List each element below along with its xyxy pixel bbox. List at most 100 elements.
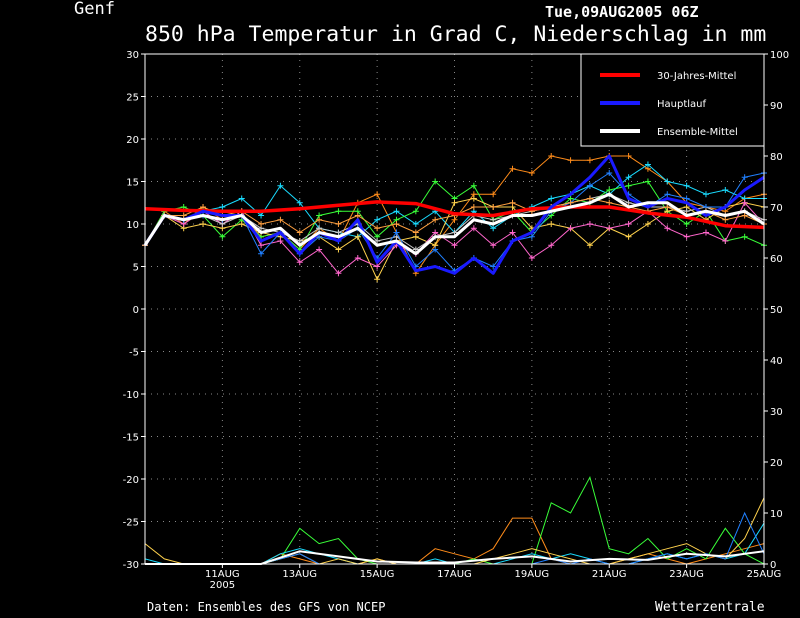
x-tick-sublabel: 2005	[210, 580, 235, 591]
member-point	[741, 212, 748, 219]
member-point	[432, 246, 439, 253]
member-point	[722, 187, 729, 193]
member-point	[490, 191, 497, 198]
member-point	[586, 195, 593, 202]
member-point	[548, 221, 555, 227]
member-point	[354, 255, 361, 261]
member-point	[412, 229, 419, 236]
member-point	[374, 263, 381, 270]
member-point	[335, 221, 342, 227]
member-point	[528, 255, 535, 261]
y-tick-label: 5	[133, 263, 139, 274]
member-point	[432, 216, 439, 223]
x-tick-label: 25AUG	[747, 569, 782, 580]
member-point	[625, 221, 632, 227]
y-tick-label: -15	[123, 433, 139, 444]
member-point	[393, 229, 400, 236]
y-tick-label: 10	[126, 220, 139, 231]
member-point	[490, 263, 497, 270]
y2-tick-label: 100	[770, 50, 789, 61]
member-point	[258, 250, 265, 257]
member-point	[180, 212, 187, 219]
member-point	[296, 199, 303, 206]
member-point	[470, 195, 477, 202]
left-axis-ticks: 30 25 20 15 10 5 0 -5 -10 -15 -20 -25 -30	[123, 50, 145, 571]
series-line-mean	[143, 192, 765, 256]
member-point	[258, 212, 265, 219]
y-tick-label: -30	[123, 560, 139, 571]
member-point	[586, 182, 593, 189]
member-point	[451, 199, 458, 206]
member-point	[606, 225, 613, 232]
member-point	[335, 246, 342, 253]
member-point	[702, 191, 709, 198]
brand-label: Wetterzentrale	[655, 600, 765, 615]
member-point	[451, 242, 458, 249]
y-tick-label: -20	[123, 475, 139, 486]
precipitation-lines	[144, 475, 765, 565]
member-point	[296, 259, 303, 266]
member-point	[722, 216, 729, 223]
x-tick-label: 13AUG	[282, 569, 317, 580]
x-tick-label: 23AUG	[669, 569, 704, 580]
legend-label: Hauptlauf	[657, 99, 706, 110]
y-tick-label: -5	[129, 348, 139, 359]
member-point	[374, 276, 381, 283]
member-point	[664, 191, 671, 198]
x-tick-label: 17AUG	[437, 569, 472, 580]
member-point	[586, 221, 593, 227]
member-point	[354, 212, 361, 219]
member-point	[470, 204, 477, 210]
member-point	[625, 182, 632, 189]
member-point	[316, 216, 323, 223]
chart-title: 850 hPa Temperatur in Grad C, Niederschl…	[145, 22, 766, 47]
member-point	[258, 242, 265, 249]
y2-tick-label: 10	[770, 509, 783, 520]
member-point	[412, 221, 419, 227]
member-point	[393, 208, 400, 215]
member-point	[664, 178, 671, 185]
y-tick-label: -10	[123, 390, 139, 401]
y2-tick-label: 30	[770, 407, 783, 418]
member-point	[625, 153, 632, 159]
member-point	[741, 199, 748, 206]
member-point	[393, 221, 400, 227]
member-point	[683, 221, 690, 227]
member-point	[258, 221, 265, 227]
series-line-clim	[144, 200, 765, 230]
member-point	[296, 229, 303, 236]
data-source-note: Daten: Ensembles des GFS von NCEP	[147, 600, 385, 614]
member-point	[490, 216, 497, 223]
member-point	[374, 216, 381, 223]
member-point	[683, 233, 690, 240]
y-tick-label: 25	[126, 93, 139, 104]
member-point	[741, 233, 748, 240]
member-point	[664, 204, 671, 210]
y-tick-label: 15	[126, 178, 139, 189]
member-point	[470, 182, 477, 189]
member-point	[548, 153, 555, 159]
y2-tick-label: 40	[770, 356, 783, 367]
member-point	[490, 204, 497, 210]
x-tick-label: 11AUG	[205, 569, 240, 580]
y2-tick-label: 80	[770, 152, 783, 163]
member-point	[335, 229, 342, 236]
member-point	[277, 216, 284, 223]
precip-line	[144, 522, 765, 565]
member-point	[219, 204, 226, 210]
member-point	[374, 225, 381, 232]
member-point	[509, 229, 516, 236]
member-point	[606, 199, 613, 206]
y-tick-label: 30	[126, 50, 139, 61]
member-point	[335, 208, 342, 215]
member-point	[490, 242, 497, 249]
member-point	[625, 174, 632, 181]
member-point	[528, 233, 535, 240]
station-name: Genf	[74, 0, 115, 19]
member-point	[509, 199, 516, 206]
member-point	[586, 157, 593, 164]
y-tick-label: -25	[123, 518, 139, 529]
y-tick-label: 20	[126, 135, 139, 146]
